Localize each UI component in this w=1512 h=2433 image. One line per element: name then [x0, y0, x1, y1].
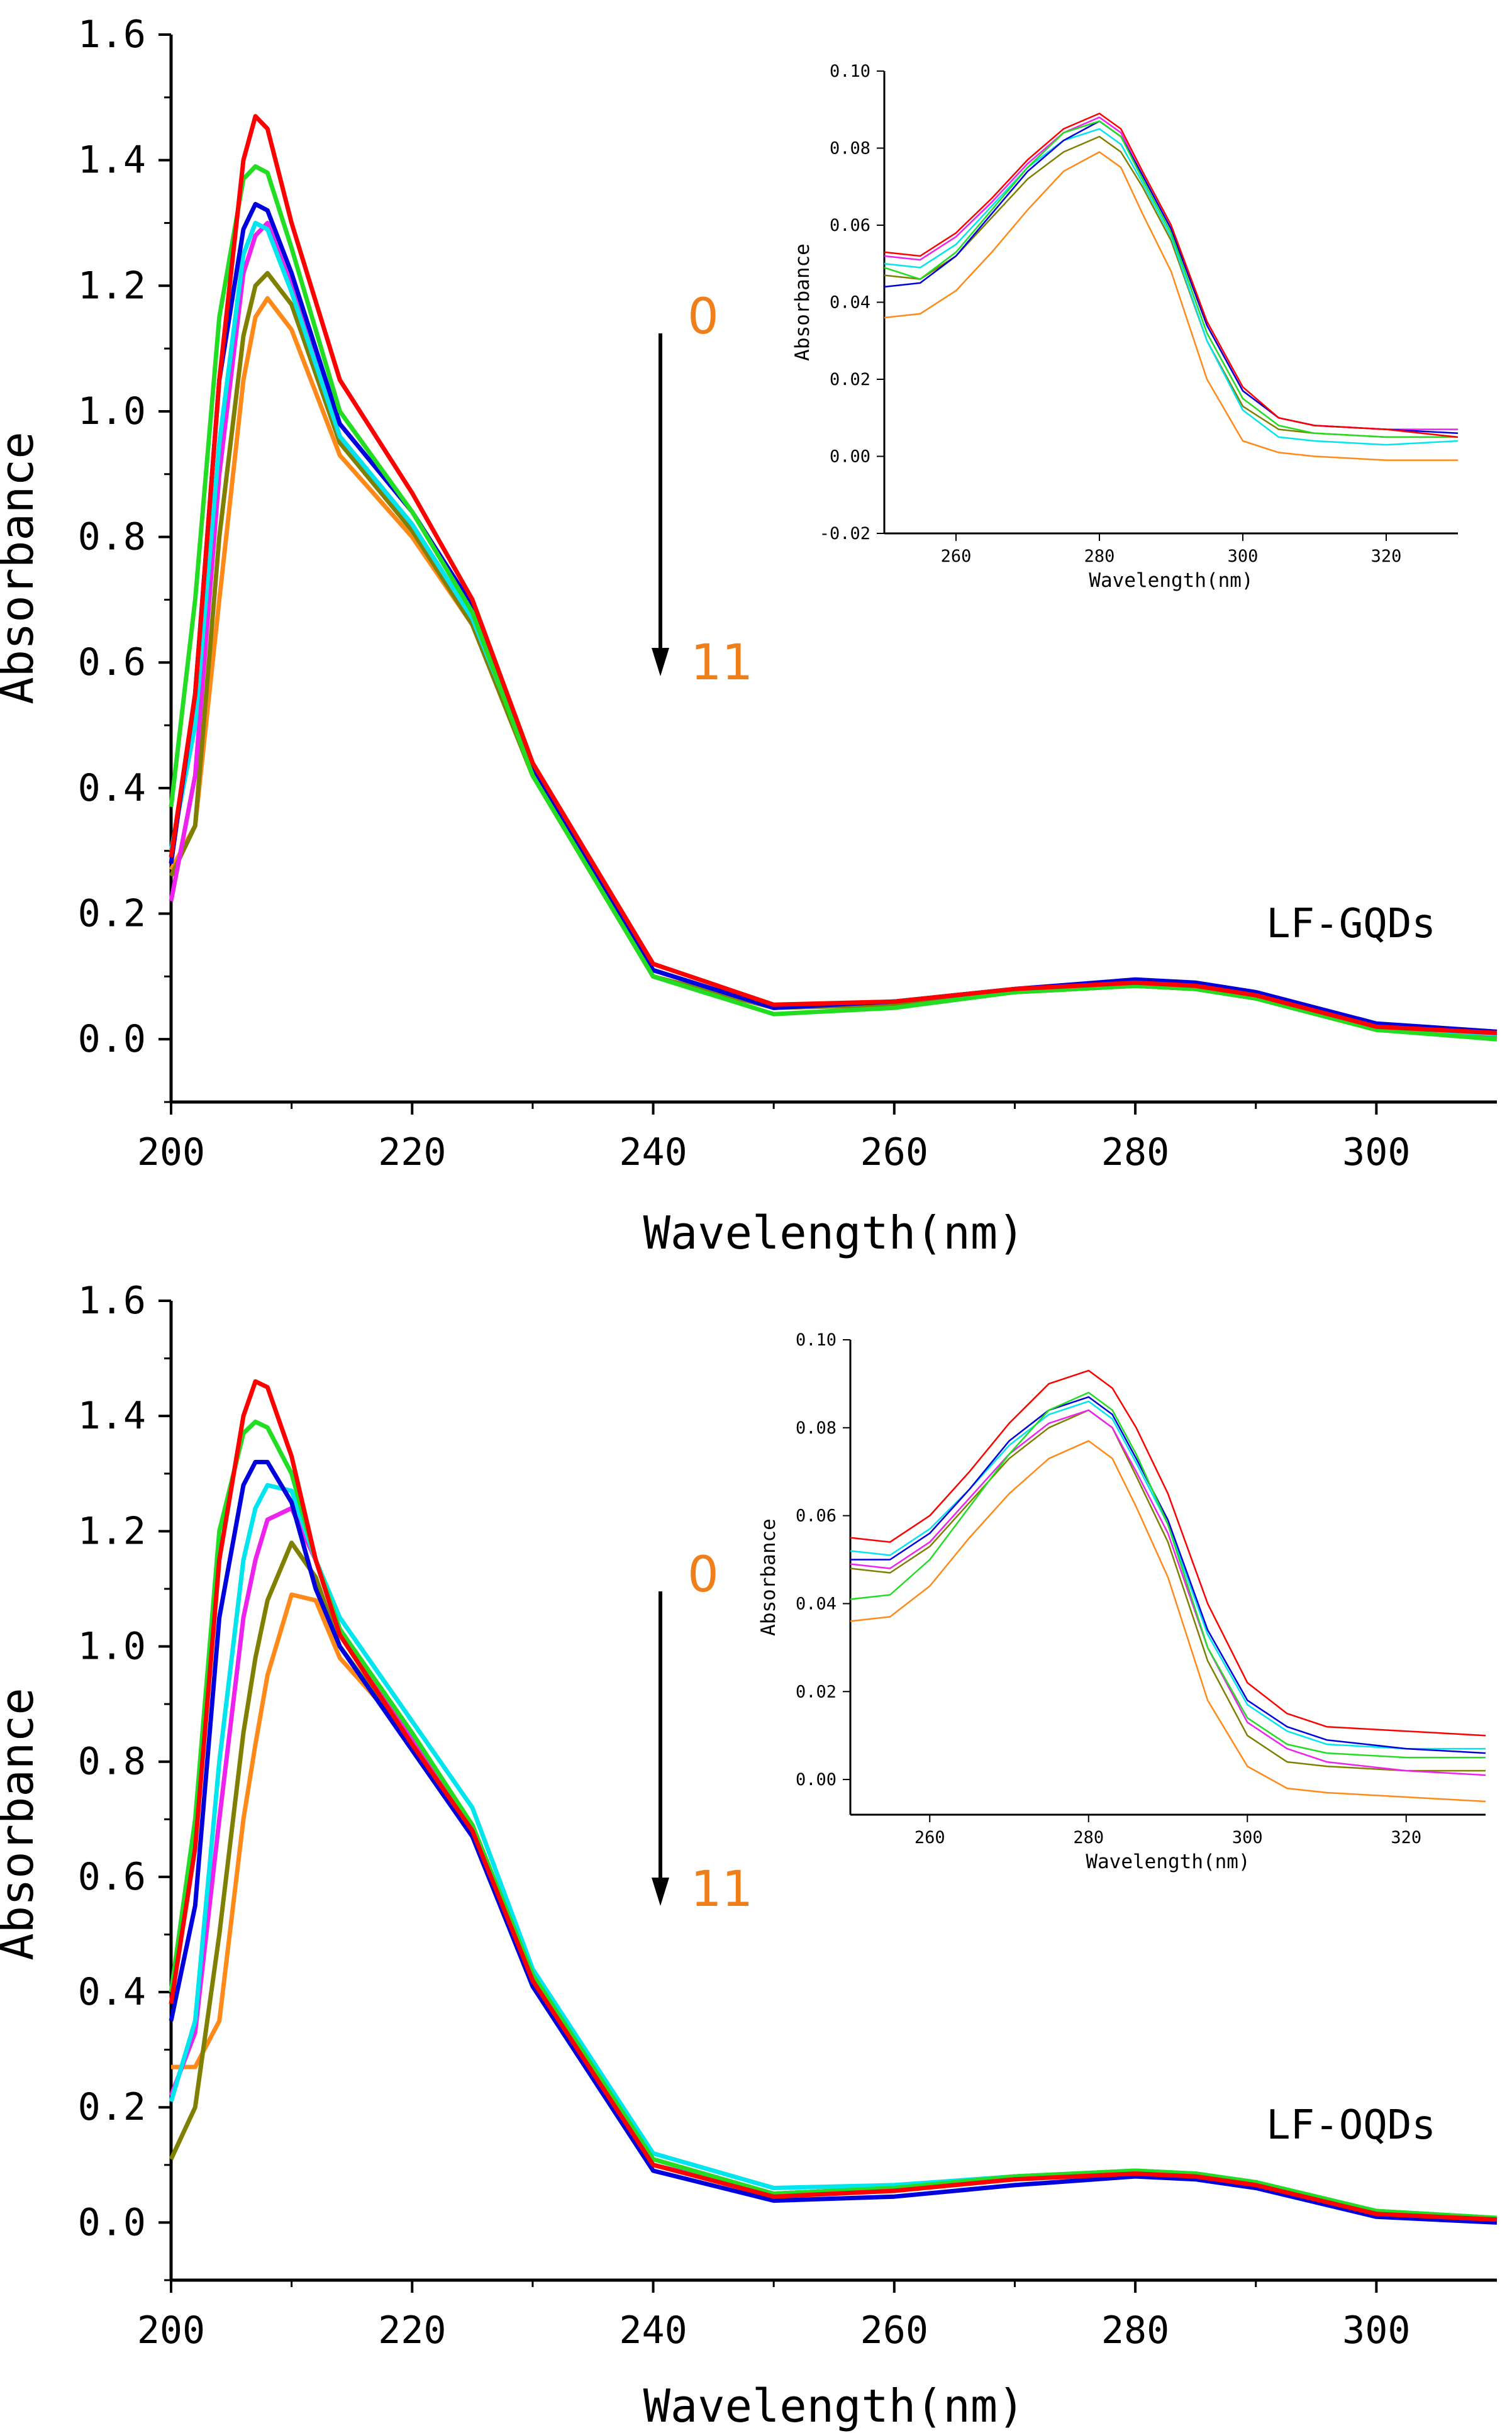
- x-tick-label: 240: [619, 1130, 687, 1174]
- y-tick-label: 0.2: [78, 892, 146, 936]
- y-tick-label: 1.6: [78, 1279, 146, 1323]
- inset-x-axis-title: Wavelength(nm): [1086, 1851, 1250, 1873]
- inset-y-tick-label: 0.08: [830, 139, 870, 159]
- y-tick-label: 0.8: [78, 1740, 146, 1784]
- chart-panel-oqds: 0.0 0.2 0.4 0.6 0.8 1.0 1.2 1.4 1.6 200 220 240 260 2…: [0, 1279, 1498, 2432]
- x-tick-label: 280: [1101, 2308, 1169, 2352]
- inset-series-line-red: [850, 1369, 1486, 1737]
- y-tick-label: 1.0: [78, 389, 146, 433]
- inset-y-tick-label: 0.06: [830, 216, 870, 235]
- y-axis-title: Absorbance: [0, 1688, 43, 1960]
- inset-x-tick-label: 300: [1232, 1828, 1263, 1847]
- inset-y-tick-label: 0.02: [830, 370, 870, 389]
- inset-series-line-cyan: [884, 128, 1459, 446]
- inset-x-tick-label: 260: [941, 547, 972, 566]
- y-tick-label: 0.6: [78, 1855, 146, 1899]
- series-line-red: [169, 114, 1498, 1035]
- x-tick-label: 240: [619, 2308, 687, 2352]
- inset-y-tick-label: 0.10: [830, 62, 870, 81]
- x-tick-label: 200: [137, 1130, 205, 1174]
- panel-label: LF-OQDs: [1266, 2102, 1436, 2149]
- x-tick-label: 260: [860, 2308, 928, 2352]
- y-tick-label: 0.4: [78, 766, 146, 810]
- y-tick-label: 1.0: [78, 1625, 146, 1669]
- x-tick-label: 300: [1342, 2308, 1410, 2352]
- y-tick-label: 0.6: [78, 640, 146, 684]
- inset-x-tick-label: 280: [1084, 547, 1115, 566]
- x-tick-label: 220: [378, 1130, 446, 1174]
- inset-x-tick-label: 260: [914, 1828, 945, 1847]
- y-tick-label: 0.8: [78, 515, 146, 559]
- y-tick-label: 1.6: [78, 13, 146, 57]
- inset-x-axis-title: Wavelength(nm): [1089, 569, 1253, 592]
- y-tick-label: 1.2: [78, 1509, 146, 1553]
- inset-x-tick-label: 280: [1073, 1828, 1104, 1847]
- chart-panel-gqds: 0.0 0.2 0.4 0.6 0.8 1.0 1.2 1.4 1.6 200 220 240 260 2…: [0, 13, 1498, 1259]
- inset-series-line-cyan: [850, 1400, 1486, 1750]
- x-tick-label: 300: [1342, 1130, 1410, 1174]
- annotation-end-label: 11: [691, 1861, 753, 1918]
- inset-y-tick-label: 0.00: [796, 1770, 837, 1790]
- x-axis-title: Wavelength(nm): [643, 1206, 1025, 1259]
- series-line-green: [169, 164, 1498, 1042]
- inset-y-tick-label: 0.00: [830, 447, 870, 467]
- y-tick-label: 1.4: [78, 1394, 146, 1438]
- inset-y-axis-title: Absorbance: [791, 243, 814, 361]
- inset-series-line-magenta: [850, 1409, 1486, 1776]
- inset-x-tick-label: 300: [1228, 547, 1259, 566]
- titration-arrow-head: [652, 1878, 669, 1906]
- y-tick-label: 0.0: [78, 2200, 146, 2244]
- annotation-start-label: 0: [687, 1547, 719, 1603]
- x-tick-label: 260: [860, 1130, 928, 1174]
- panel-label: LF-GQDs: [1266, 901, 1436, 947]
- inset-series-line-green: [850, 1391, 1486, 1759]
- inset-y-tick-label: 0.08: [796, 1418, 837, 1438]
- y-tick-label: 1.2: [78, 264, 146, 308]
- inset-y-tick-label: -0.02: [820, 524, 870, 543]
- inset-series-line-orange: [884, 151, 1458, 461]
- inset-y-tick-label: 0.04: [830, 293, 870, 313]
- y-tick-label: 0.2: [78, 2085, 146, 2129]
- inset-series-line-red: [884, 113, 1459, 438]
- inset-x-tick-label: 320: [1391, 1828, 1421, 1847]
- annotation-start-label: 0: [687, 289, 719, 345]
- series-line-green: [169, 1419, 1498, 2220]
- inset-series-line-olive: [884, 135, 1458, 438]
- y-axis-title: Absorbance: [0, 431, 43, 704]
- inset-y-tick-label: 0.04: [796, 1594, 837, 1613]
- series-line-red: [169, 1379, 1498, 2222]
- x-tick-label: 200: [137, 2308, 205, 2352]
- inset-series-line-olive: [850, 1409, 1486, 1772]
- y-tick-label: 0.4: [78, 1970, 146, 2014]
- inset-y-axis-title: Absorbance: [757, 1518, 780, 1636]
- x-axis-title: Wavelength(nm): [643, 2380, 1025, 2432]
- inset-series-line-blue: [850, 1396, 1486, 1754]
- inset-x-tick-label: 320: [1371, 547, 1402, 566]
- inset-y-tick-label: 0.02: [796, 1682, 837, 1701]
- x-tick-label: 280: [1101, 1130, 1169, 1174]
- inset-series-line-green: [884, 120, 1458, 438]
- y-tick-label: 1.4: [78, 138, 146, 182]
- annotation-end-label: 11: [691, 635, 753, 691]
- titration-arrow-head: [652, 648, 669, 676]
- inset-series-line-orange: [850, 1440, 1486, 1803]
- x-tick-label: 220: [378, 2308, 446, 2352]
- inset-y-tick-label: 0.10: [796, 1330, 837, 1350]
- y-tick-label: 0.0: [78, 1017, 146, 1061]
- inset-y-tick-label: 0.06: [796, 1506, 837, 1526]
